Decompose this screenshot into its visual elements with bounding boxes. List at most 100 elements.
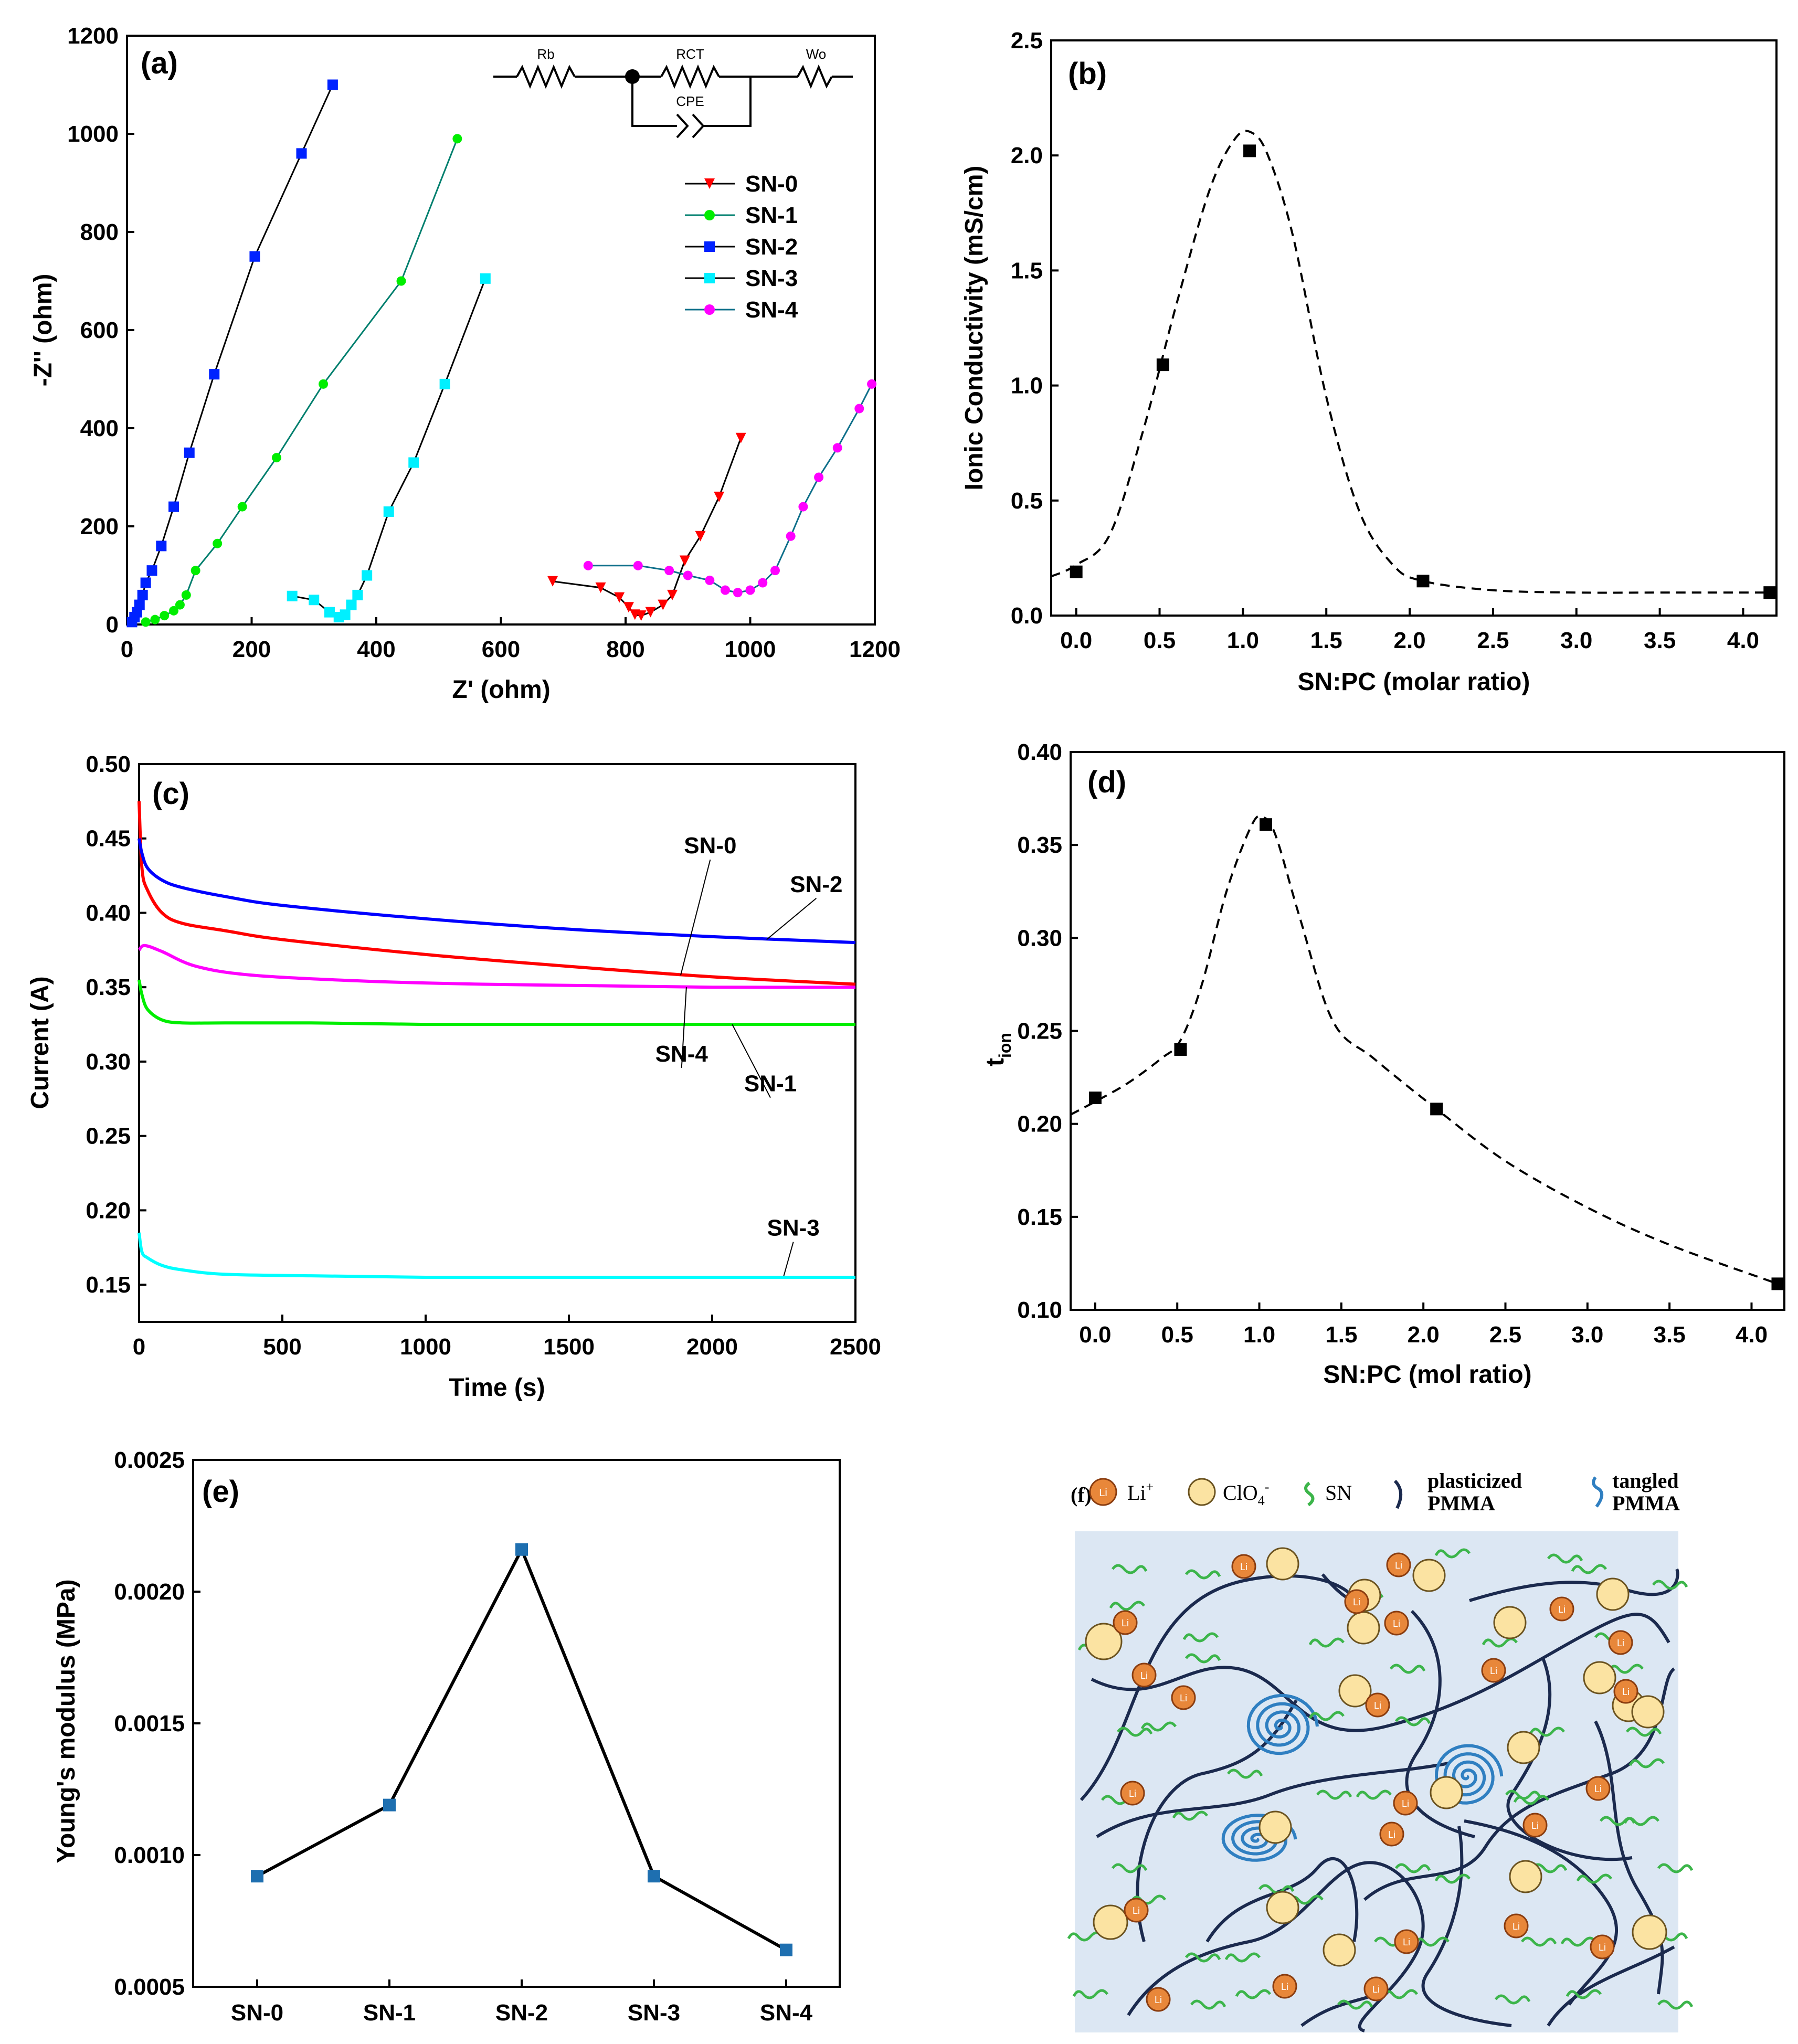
sn-molecule <box>1566 1989 1602 1999</box>
t-ion-subscript: ion <box>996 1033 1014 1058</box>
y-tick-label: 1200 <box>67 23 119 49</box>
lithium-ion <box>1379 1821 1404 1847</box>
lithium-ion <box>1384 1611 1409 1636</box>
tangled-pmma-legend-label-line1: tangled <box>1612 1469 1679 1492</box>
data-point-sn-1 <box>141 617 151 627</box>
data-point-sn-0 <box>645 607 656 618</box>
panel-c-x-axis-label: Time (s) <box>449 1374 545 1402</box>
circuit-label-rb: Rb <box>537 46 554 62</box>
y-tick-label: 0.0005 <box>114 1974 185 2000</box>
data-point-sn-4 <box>758 578 768 588</box>
x-tick-label: 4.0 <box>1736 1322 1768 1348</box>
sn-legend-icon <box>1304 1481 1315 1507</box>
series-line-sn-4 <box>138 944 856 989</box>
annotation-leader-line <box>766 898 817 940</box>
data-point <box>251 1870 263 1883</box>
lithium-ion-label: Li <box>1558 1604 1566 1615</box>
y-tick-label: 0.0 <box>1011 603 1043 629</box>
data-point-sn-3 <box>340 609 351 620</box>
perchlorate-anion <box>1596 1577 1630 1611</box>
x-tick-label: 1.0 <box>1227 628 1259 653</box>
x-tick-label: SN-2 <box>495 2000 548 2026</box>
lithium-ion-label: Li <box>1122 1618 1129 1628</box>
sn-molecule <box>1226 1768 1263 1779</box>
y-tick-label: 600 <box>80 317 119 343</box>
data-point-sn-4 <box>733 588 743 598</box>
data-point <box>1430 1103 1443 1116</box>
panel-b-y-ticks: 0.0 0.5 1.0 1.5 2.0 2.5 <box>1011 28 1059 629</box>
cpe-symbol <box>692 113 705 139</box>
tangled-pmma-legend-icon <box>1592 1476 1603 1508</box>
sn-molecule <box>1652 1580 1688 1590</box>
data-point <box>1174 1043 1187 1056</box>
x-tick-label: 2.5 <box>1477 628 1509 653</box>
cpe-branch-wire <box>631 77 677 127</box>
circuit-label-rct: RCT <box>676 46 704 62</box>
sn-molecule <box>1413 1936 1450 1947</box>
y-tick-label: 0.0010 <box>114 1842 185 1868</box>
x-tick-label: 0.5 <box>1144 628 1176 653</box>
lithium-ion-label: Li <box>1240 1562 1247 1572</box>
sn-molecule <box>1308 1711 1345 1721</box>
sn-molecule <box>1172 1810 1209 1821</box>
data-point-sn-1 <box>237 502 247 512</box>
panel-a-y-axis-label: -Z'' (ohm) <box>29 274 57 387</box>
data-point <box>780 1943 792 1956</box>
series-line-sn-3 <box>292 278 486 618</box>
y-tick-label: 0.0025 <box>114 1447 185 1473</box>
pmma-chain <box>1421 1826 1512 2027</box>
perchlorate-anion <box>1583 1661 1616 1694</box>
perchlorate-anion <box>1493 1606 1527 1639</box>
sn-molecule <box>1308 1637 1345 1648</box>
sn-molecule <box>1337 1999 1373 2010</box>
x-tick-label: 1500 <box>543 1334 595 1360</box>
data-point-sn-0 <box>667 589 678 600</box>
legend-label-sn-3: SN-3 <box>745 266 798 291</box>
panel-b-ionic-conductivity-plot: (b) 0.0 0.5 1.0 1.5 2.0 2.5 3.0 3.5 4.0 0.0 0.5 1.… <box>960 28 1778 696</box>
annotation-label-sn-0: SN-0 <box>684 833 736 859</box>
lithium-ion-label: Li <box>1531 1820 1539 1831</box>
sn-molecule <box>1190 1999 1226 2010</box>
data-point-sn-0 <box>547 576 558 587</box>
sn-molecule <box>1116 1727 1153 1737</box>
panel-a-series <box>126 79 877 628</box>
lithium-ion <box>1394 1929 1419 1954</box>
series-line-sn-4 <box>588 384 873 594</box>
t-ion-symbol: t <box>981 1058 1009 1066</box>
panel-e-data <box>251 1543 792 1956</box>
lithium-ion <box>1344 1589 1369 1614</box>
data-point-sn-4 <box>583 560 593 570</box>
perchlorate-anion <box>1347 1611 1380 1645</box>
x-tick-label: 800 <box>606 637 644 662</box>
data-point-sn-2 <box>327 79 338 90</box>
data-point-sn-1 <box>150 615 160 624</box>
panel-e-y-axis-label: Young's modulus (MPa) <box>52 1579 80 1863</box>
y-tick-label: 200 <box>80 514 119 539</box>
data-point-sn-0 <box>614 592 625 603</box>
data-point-sn-3 <box>408 457 419 468</box>
sn-molecule <box>1623 1816 1660 1826</box>
lithium-ion <box>1124 1898 1149 1923</box>
y-tick-label: 0.0015 <box>114 1711 185 1736</box>
sn-molecule <box>1111 1863 1148 1873</box>
li-ion-legend-icon-text: Li <box>1099 1487 1107 1499</box>
data-point-sn-0 <box>623 602 634 613</box>
data-point-sn-2 <box>168 501 179 512</box>
panel-e-y-ticks: 0.0005 0.0010 0.0015 0.0020 0.0025 <box>114 1447 200 2000</box>
sn-molecule <box>1389 1664 1426 1674</box>
data-point-sn-2 <box>137 589 148 600</box>
data-point <box>1260 818 1273 831</box>
data-point <box>1156 358 1169 372</box>
data-point-sn-1 <box>213 538 223 548</box>
legend-marker-sn-0 <box>704 178 715 189</box>
data-point-sn-1 <box>175 600 185 610</box>
y-tick-label: 0.10 <box>1017 1297 1062 1323</box>
lithium-ion-label: Li <box>1594 1784 1602 1794</box>
data-point-sn-1 <box>272 453 281 463</box>
sn-molecule <box>1625 1727 1662 1737</box>
circuit-node <box>625 69 640 84</box>
data-point-sn-0 <box>636 610 647 621</box>
lithium-ion <box>1549 1596 1574 1622</box>
y-tick-label: 0.30 <box>1017 925 1062 951</box>
annotation-label-sn-3: SN-3 <box>767 1215 820 1241</box>
